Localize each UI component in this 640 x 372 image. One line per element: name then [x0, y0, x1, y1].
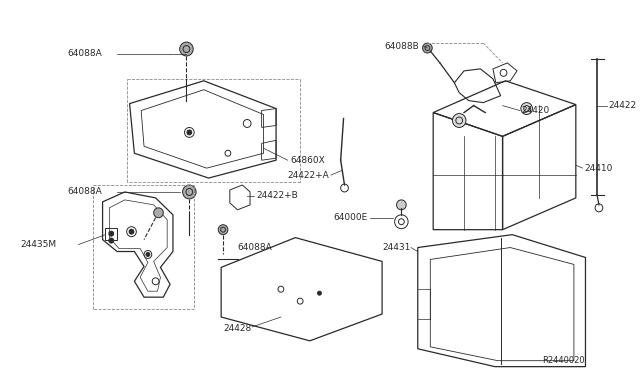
Circle shape [397, 200, 406, 210]
Circle shape [146, 253, 150, 256]
Text: 64088B: 64088B [384, 42, 419, 51]
Circle shape [180, 42, 193, 56]
Text: 24422+A: 24422+A [287, 171, 329, 180]
Text: 24410: 24410 [584, 164, 613, 173]
Text: 64088A: 64088A [237, 243, 272, 252]
Circle shape [109, 231, 114, 236]
Text: R2440020: R2440020 [542, 356, 584, 365]
Text: 64088A: 64088A [67, 49, 102, 58]
Text: 64000E: 64000E [333, 213, 367, 222]
Circle shape [317, 291, 321, 295]
Circle shape [182, 185, 196, 199]
Text: 24431: 24431 [382, 243, 410, 252]
Text: 64860X: 64860X [291, 156, 325, 165]
Text: 24428: 24428 [223, 324, 252, 333]
Circle shape [109, 238, 114, 243]
Circle shape [521, 103, 532, 115]
Circle shape [452, 113, 466, 128]
Circle shape [129, 229, 134, 234]
Circle shape [422, 43, 432, 53]
Circle shape [154, 208, 163, 218]
Text: 24420: 24420 [522, 106, 550, 115]
Text: 64088A: 64088A [67, 187, 102, 196]
Circle shape [187, 130, 192, 135]
Circle shape [218, 225, 228, 235]
Text: 24435M: 24435M [20, 240, 57, 249]
Text: 24422+B: 24422+B [257, 192, 298, 201]
Text: 24422: 24422 [609, 101, 637, 110]
